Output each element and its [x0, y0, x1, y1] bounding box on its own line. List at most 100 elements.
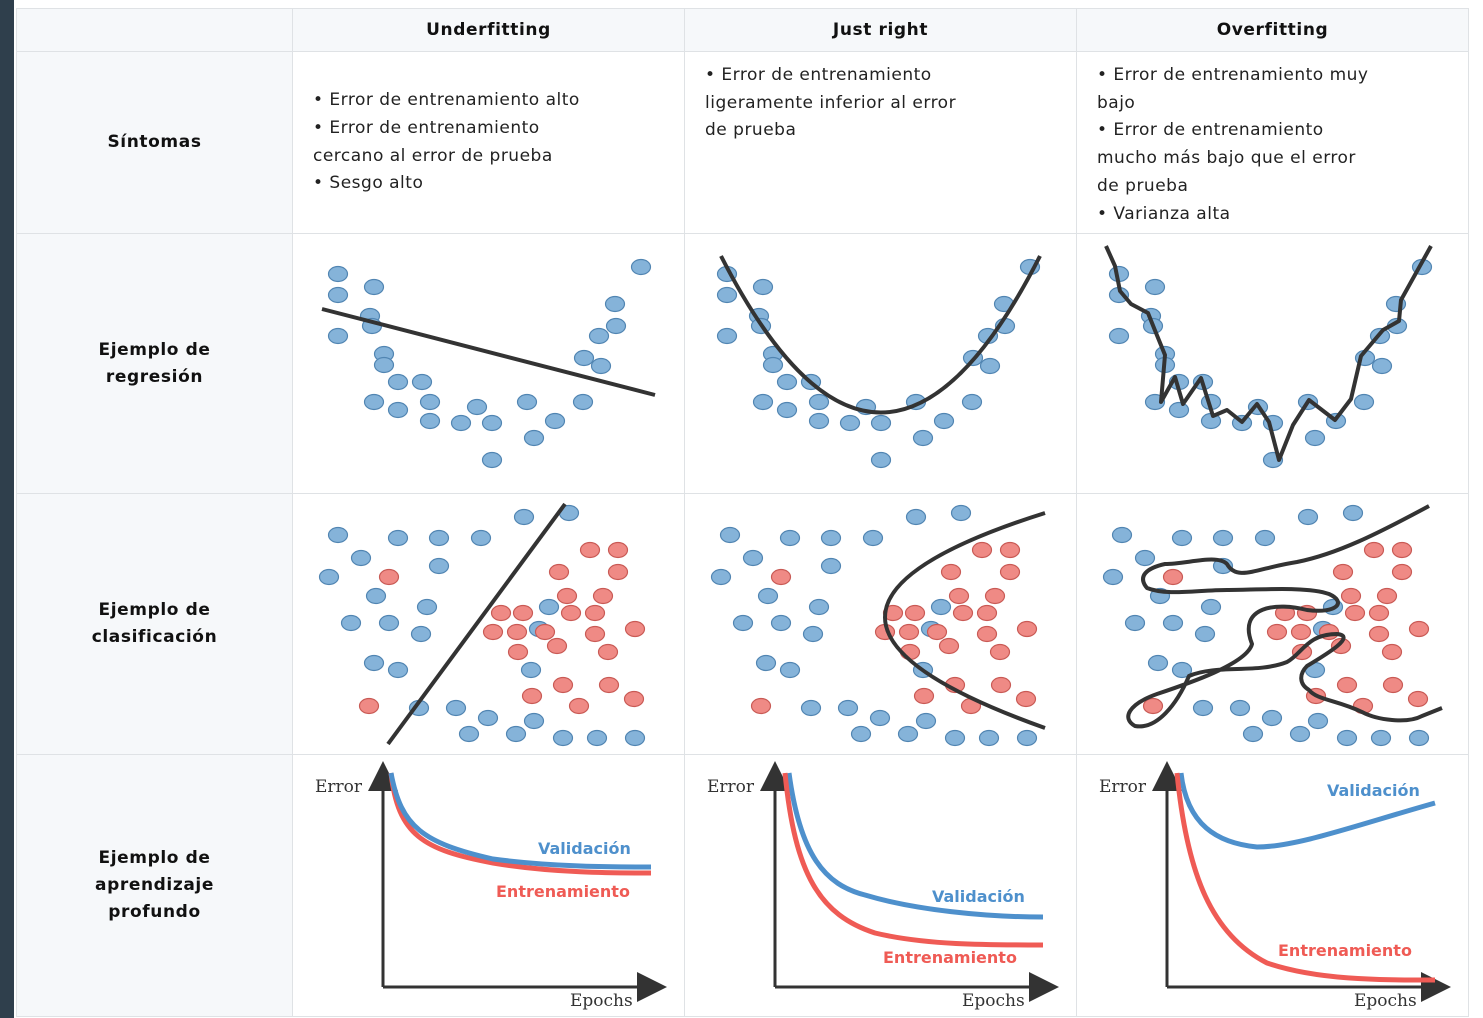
training-curve: [1174, 772, 1436, 983]
data-point: [808, 393, 830, 411]
row-label-text: profundo: [108, 902, 201, 922]
classification-just-right: [685, 494, 1077, 755]
data-point: [416, 598, 438, 616]
data-point: [1266, 623, 1288, 641]
data-point: [623, 690, 645, 708]
data-point: [327, 526, 349, 544]
data-point: [534, 623, 556, 641]
data-point: [605, 317, 627, 335]
data-point: [770, 614, 792, 632]
training-curve: [388, 772, 652, 876]
training-curve: [782, 772, 1044, 948]
data-point: [523, 712, 545, 730]
data-point: [411, 373, 433, 391]
data-point: [755, 654, 777, 672]
data-point: [1382, 676, 1404, 694]
data-point: [961, 393, 983, 411]
data-point: [999, 541, 1021, 559]
data-point: [507, 643, 529, 661]
data-point: [1142, 697, 1164, 715]
data-point: [1336, 676, 1358, 694]
data-point: [505, 725, 527, 743]
data-point: [976, 625, 998, 643]
data-point: [1016, 729, 1038, 747]
data-point: [1162, 614, 1184, 632]
data-point: [1147, 654, 1169, 672]
classification-plot-overfitting: [1102, 504, 1443, 747]
data-point: [1340, 587, 1362, 605]
data-point: [1391, 541, 1413, 559]
data-point: [710, 568, 732, 586]
data-point: [350, 549, 372, 567]
data-point: [750, 697, 772, 715]
data-point: [598, 676, 620, 694]
data-point: [1407, 690, 1429, 708]
data-point: [1290, 623, 1312, 641]
data-point: [506, 623, 528, 641]
symptoms-just-right: • Error de entrenamiento ligeramente inf…: [685, 52, 1077, 234]
data-point: [607, 563, 629, 581]
data-point: [410, 625, 432, 643]
data-point: [1381, 643, 1403, 661]
data-point: [419, 412, 441, 430]
data-point: [1330, 637, 1352, 655]
header-underfitting: Underfitting: [293, 9, 685, 52]
data-point: [428, 529, 450, 547]
data-point: [719, 526, 741, 544]
data-point: [387, 401, 409, 419]
data-point: [904, 604, 926, 622]
symptom-line: cercano al error de prueba: [313, 145, 553, 166]
data-point: [572, 393, 594, 411]
row-label-text: regresión: [105, 366, 204, 387]
data-point: [716, 327, 738, 345]
data-point: [1368, 604, 1390, 622]
data-point: [1408, 620, 1430, 638]
data-point: [752, 278, 774, 296]
symptoms-underfitting: • Error de entrenamiento alto • Error de…: [293, 52, 685, 234]
data-point: [1336, 729, 1358, 747]
data-point: [1111, 526, 1133, 544]
x-axis-label: Epochs: [570, 991, 633, 1011]
validation-label: Validación: [1327, 781, 1420, 800]
data-point: [387, 373, 409, 391]
data-point: [742, 549, 764, 567]
data-point: [378, 614, 400, 632]
validation-label: Validación: [538, 839, 631, 858]
symptom-line: mucho más bajo que el error: [1097, 148, 1356, 169]
header-overfitting: Overfitting: [1077, 9, 1469, 52]
learning-curve-plot: Error Epochs Validación Entrenamiento: [315, 761, 667, 1011]
row-label-regression: Ejemplo de regresión: [17, 234, 293, 494]
regression-just-right: [685, 234, 1077, 494]
data-point: [989, 643, 1011, 661]
row-label-text: Ejemplo de: [98, 339, 211, 360]
data-point: [1168, 401, 1190, 419]
data-point: [862, 529, 884, 547]
learning-curve-underfitting: Error Epochs Validación Entrenamiento: [293, 755, 685, 1017]
linear-boundary: [386, 502, 567, 746]
comparison-table: Underfitting Just right Overfitting Sínt…: [16, 8, 1469, 1017]
data-point: [779, 529, 801, 547]
y-axis-label: Error: [707, 777, 755, 797]
y-axis-label: Error: [315, 777, 363, 797]
data-point: [516, 393, 538, 411]
row-label-text: Ejemplo de: [98, 848, 211, 868]
data-point: [1192, 699, 1214, 717]
symptoms-overfitting: • Error de entrenamiento muy bajo • Erro…: [1077, 52, 1469, 234]
data-point: [716, 286, 738, 304]
data-point: [1332, 563, 1354, 581]
quadratic-fit-curve: [719, 255, 1042, 415]
overfit-boundary: [1126, 504, 1443, 729]
data-point: [820, 557, 842, 575]
row-label-symptoms: Síntomas: [17, 52, 293, 234]
data-point: [870, 414, 892, 432]
classification-plot-underfitting: [318, 502, 646, 747]
data-point: [898, 623, 920, 641]
window-edge: [0, 0, 14, 1018]
data-point: [1229, 699, 1251, 717]
data-point: [776, 373, 798, 391]
symptom-line: de prueba: [1097, 175, 1189, 196]
data-point: [770, 568, 792, 586]
data-point: [548, 563, 570, 581]
data-point: [897, 725, 919, 743]
header-corner: [17, 9, 293, 52]
